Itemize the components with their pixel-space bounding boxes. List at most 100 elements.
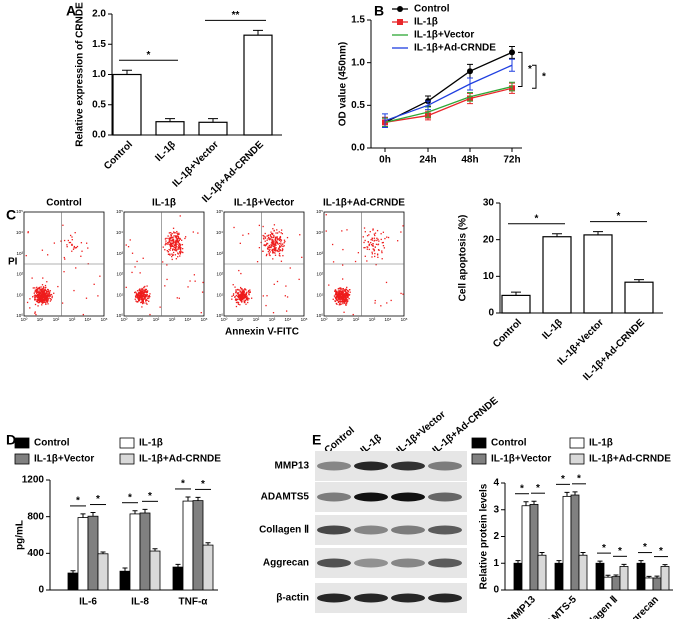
blot-band	[391, 492, 425, 502]
blot-band	[391, 461, 425, 471]
flow-tick-label: 10³	[316, 251, 323, 256]
flow-dot	[247, 301, 249, 304]
flow-dot	[34, 299, 36, 301]
panel-label: C	[6, 207, 16, 223]
flow-tick-label: 10²	[16, 272, 23, 277]
error-bar	[132, 510, 138, 514]
flow-dot	[42, 299, 44, 302]
flow-dot	[27, 231, 29, 234]
flow-dot	[262, 225, 264, 228]
flow-dot	[347, 299, 349, 301]
flow-dot	[273, 236, 275, 238]
flow-dot	[371, 253, 374, 255]
flow-dot	[374, 302, 376, 304]
flow-dot	[50, 293, 53, 296]
flow-tick-label: 10³	[16, 251, 23, 256]
flow-dot	[268, 244, 271, 247]
flow-dot	[345, 292, 348, 294]
flow-dot	[386, 302, 388, 304]
flow-dot	[141, 297, 143, 300]
blot-band	[317, 525, 351, 535]
error-bar	[613, 574, 619, 577]
significance-bracket	[532, 64, 537, 89]
flow-dot	[271, 248, 274, 251]
flow-dot	[134, 291, 136, 294]
flow-dot	[276, 242, 278, 244]
flow-dot	[194, 280, 196, 282]
flow-dot	[256, 261, 259, 263]
flow-dot	[44, 299, 46, 301]
flow-dot	[40, 296, 42, 299]
flow-dot	[178, 251, 181, 253]
flow-dot	[45, 290, 48, 293]
flow-title: IL-1β+Ad-CRNDE	[323, 198, 405, 209]
significance-label: *	[528, 64, 532, 75]
flow-dot	[144, 296, 147, 298]
flow-dot	[235, 301, 238, 304]
flow-dot	[247, 233, 250, 235]
y-axis-title: Cell apoptosis (%)	[458, 215, 469, 302]
error-bar	[142, 508, 148, 513]
flow-dot	[341, 297, 343, 299]
flow-dot	[272, 245, 275, 248]
flow-dot	[143, 286, 145, 288]
flow-dot	[47, 303, 49, 305]
flow-dot	[53, 242, 56, 244]
flow-dot	[343, 302, 346, 304]
flow-dot	[241, 290, 243, 293]
error-bar	[208, 118, 218, 123]
bar	[636, 562, 646, 591]
flow-dot	[134, 298, 136, 300]
flow-tick-label: 10⁴	[185, 317, 192, 322]
error-bar	[122, 69, 132, 75]
flow-tick-label: 10²	[353, 317, 360, 322]
flow-dot	[38, 301, 40, 303]
flow-dot	[334, 290, 336, 292]
flow-dot	[51, 296, 53, 299]
flow-dot	[378, 240, 380, 242]
flow-tick-label: 10⁵	[16, 209, 23, 214]
flow-dot	[400, 292, 402, 295]
flow-dot	[364, 255, 366, 257]
flow-dot	[143, 302, 145, 304]
bar	[537, 554, 547, 591]
flow-dot	[235, 298, 237, 300]
flow-tick-label: 10³	[269, 317, 276, 322]
flow-dot	[342, 301, 344, 303]
flow-dot	[31, 277, 33, 279]
flow-dot	[237, 301, 240, 304]
flow-dot	[137, 296, 139, 299]
flow-dot	[280, 245, 283, 247]
flow-dot	[146, 297, 149, 299]
flow-dot	[168, 248, 170, 251]
flow-dot	[279, 237, 281, 239]
flow-dot	[165, 243, 168, 245]
y-tick-label: 0.0	[92, 130, 106, 141]
flow-dot	[46, 291, 48, 294]
flow-dot	[162, 246, 164, 248]
flow-dot	[149, 293, 151, 295]
blot-row-label: β-actin	[276, 593, 309, 604]
flow-dot	[265, 304, 267, 307]
flow-dot	[243, 297, 245, 300]
flow-dot	[174, 249, 176, 251]
flow-dot	[172, 245, 174, 248]
flow-dot	[43, 300, 46, 302]
flow-dot	[171, 258, 173, 261]
flow-dot	[45, 301, 47, 303]
flow-dot	[268, 254, 271, 256]
flow-dot	[271, 232, 273, 235]
flow-dot	[374, 252, 376, 255]
flow-dot	[340, 288, 342, 290]
flow-dot	[240, 288, 242, 290]
panel-label: A	[66, 3, 76, 19]
flow-dot	[46, 301, 49, 303]
flow-tick-label: 10⁴	[316, 230, 323, 235]
flow-dot	[39, 290, 41, 292]
flow-dot	[171, 242, 173, 245]
bar	[155, 121, 185, 136]
legend-label: IL-1β	[414, 17, 438, 28]
flow-dot	[177, 253, 179, 255]
flow-dot	[342, 264, 344, 266]
